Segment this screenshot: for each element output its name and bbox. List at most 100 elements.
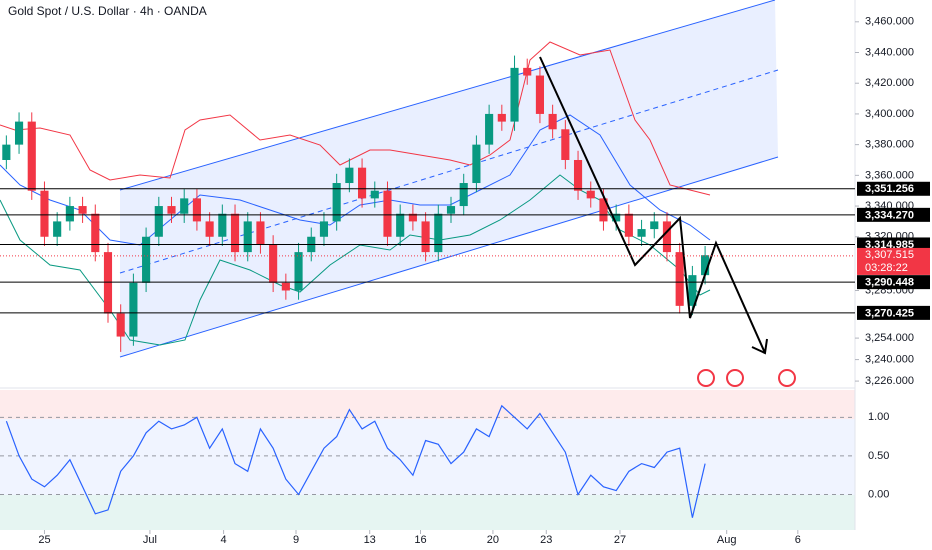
candle-body — [421, 221, 430, 253]
x-tick-label: 13 — [364, 534, 376, 546]
candle-body — [319, 221, 329, 237]
y-tick-label: 3,440.000 — [865, 46, 914, 58]
candle-body — [675, 252, 684, 306]
band-mid — [0, 114, 711, 246]
x-tick-label: Jul — [143, 534, 157, 546]
candle-body — [612, 213, 621, 222]
level-label: 3,351.256 — [865, 183, 914, 195]
candle-body — [269, 244, 278, 283]
indicator-tick-label: 0.50 — [868, 450, 889, 462]
x-tick-label: 16 — [414, 534, 426, 546]
candle-body — [599, 198, 608, 222]
candle-body — [294, 252, 303, 291]
candle-body — [548, 113, 557, 130]
x-tick-label: 25 — [38, 534, 50, 546]
candle-body — [129, 282, 138, 337]
candle-body — [281, 282, 290, 291]
event-icons — [697, 369, 796, 387]
x-tick-label: 27 — [614, 534, 626, 546]
candle-body — [370, 190, 379, 199]
channel-upper — [119, 0, 776, 191]
candle-body — [459, 183, 468, 207]
y-tick-label: 3,360.000 — [865, 169, 914, 181]
candle-body — [243, 221, 252, 253]
level-tag — [857, 181, 930, 196]
candle-body — [688, 275, 697, 306]
band-upper — [0, 41, 711, 196]
candle-body — [230, 213, 240, 253]
oversold-zone — [0, 495, 855, 530]
current-price-tag — [857, 247, 930, 275]
candle-body — [523, 67, 532, 76]
candle-body — [561, 129, 570, 160]
indicator-line — [5, 404, 706, 518]
indicator-tick-label: 1.00 — [868, 411, 889, 423]
candle-body — [485, 113, 494, 145]
candle-body — [256, 221, 265, 245]
candle-body — [408, 213, 417, 222]
candle-body — [662, 221, 672, 253]
candle-body — [142, 236, 151, 283]
candle-body — [116, 313, 125, 337]
level-label: 3,334.270 — [865, 209, 914, 221]
event-icon[interactable] — [697, 369, 715, 387]
channel-mid — [119, 69, 779, 274]
y-tick-label: 3,420.000 — [865, 77, 914, 89]
y-tick-label: 3,400.000 — [865, 108, 914, 120]
level-tag — [857, 207, 930, 222]
x-tick-label: 9 — [293, 534, 299, 546]
current-price-label: 3,307.515 — [865, 249, 914, 261]
candle-body — [472, 144, 481, 184]
candle-body — [154, 206, 163, 237]
y-tick-label: 3,380.000 — [865, 139, 914, 151]
level-label: 3,314.985 — [865, 239, 914, 251]
chart-title: Gold Spot / U.S. Dollar · 4h · OANDA — [8, 4, 207, 18]
candle-body — [2, 144, 11, 160]
projection-arrow — [751, 338, 768, 355]
candle-body — [510, 67, 519, 122]
level-tag — [857, 305, 930, 320]
candle-body — [383, 190, 392, 237]
countdown-label: 03:28:22 — [865, 262, 908, 274]
candle-body — [650, 221, 659, 230]
candle-body — [624, 213, 633, 237]
candle-body — [40, 190, 49, 237]
candle-body — [180, 198, 189, 214]
candle-body — [192, 198, 201, 222]
neutral-zone — [0, 419, 855, 495]
projection-zigzag — [539, 56, 766, 354]
x-tick-label: 4 — [221, 534, 227, 546]
y-tick-label: 3,226.000 — [865, 375, 914, 387]
candle-body — [218, 213, 227, 237]
x-tick-label: Aug — [717, 534, 737, 546]
x-tick-label: 6 — [795, 534, 801, 546]
overbought-zone — [0, 390, 855, 419]
candle-body — [446, 206, 456, 214]
candle-body — [332, 183, 341, 222]
candle-body — [345, 167, 354, 184]
level-label: 3,270.425 — [865, 307, 914, 319]
candle-body — [637, 229, 646, 237]
candle-body — [396, 213, 405, 237]
y-tick-label: 3,240.000 — [865, 354, 914, 366]
event-icon[interactable] — [778, 369, 796, 387]
regression-channel — [120, 0, 778, 357]
y-tick-label: 3,254.000 — [865, 332, 914, 344]
candle-body — [497, 113, 506, 122]
candle-body — [205, 221, 214, 237]
x-tick-label: 20 — [487, 534, 499, 546]
y-tick-label: 3,460.000 — [865, 16, 914, 28]
level-tag — [857, 275, 930, 290]
candle-body — [91, 213, 100, 253]
candle-body — [434, 213, 443, 253]
candle-body — [14, 121, 24, 145]
candle-body — [167, 206, 176, 214]
candle-body — [573, 159, 583, 191]
channel-lower — [119, 156, 779, 358]
candle-body — [701, 255, 710, 276]
x-tick-label: 23 — [540, 534, 552, 546]
candle-body — [53, 221, 62, 237]
candle-body — [65, 206, 74, 222]
event-icon[interactable] — [726, 369, 744, 387]
